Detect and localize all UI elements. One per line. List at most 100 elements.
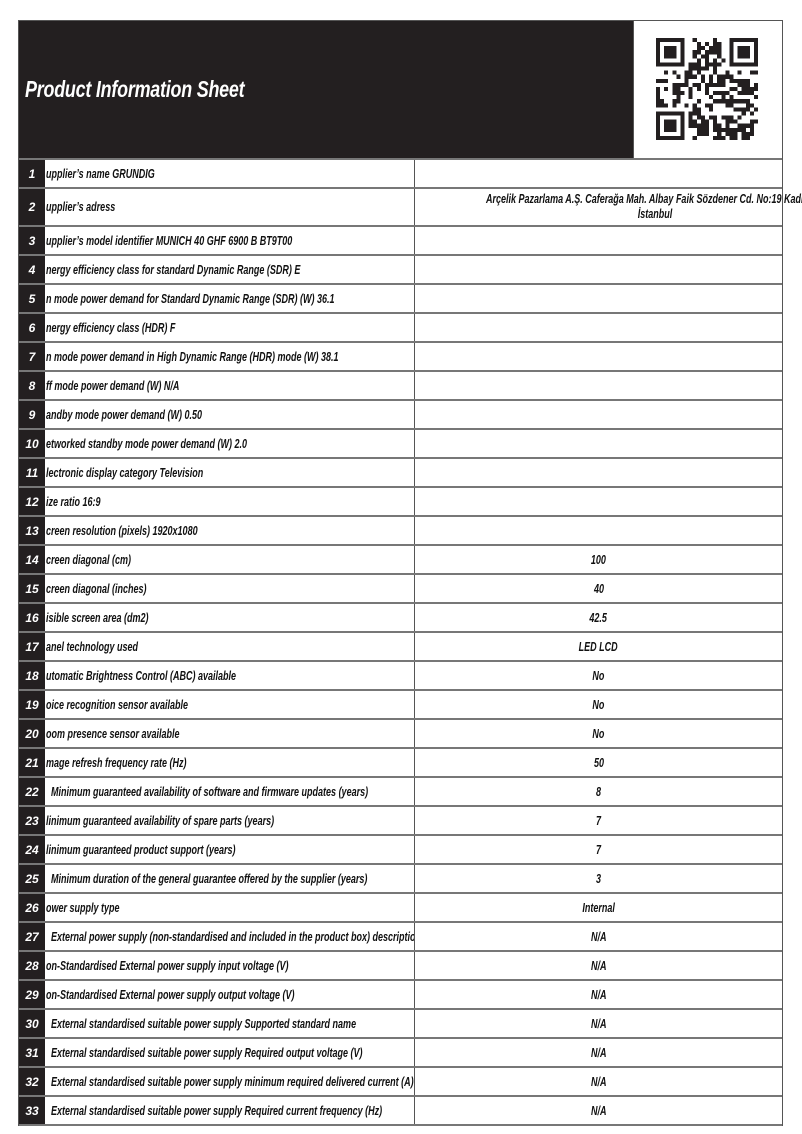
page-title: Product Information Sheet — [25, 76, 245, 102]
qr-code-icon — [656, 38, 758, 140]
row-label: External standardised suitable power sup… — [51, 1074, 414, 1089]
row-value: 42.5 — [589, 610, 608, 625]
table-bottom-border — [19, 1124, 782, 1126]
row-label: oom presence sensor available — [46, 726, 180, 741]
row-label-cell: ize ratio 16:9 — [45, 488, 415, 515]
row-value-cell: N/A — [415, 1039, 782, 1066]
row-label-cell: isible screen area (dm2) — [45, 604, 415, 631]
row-label: creen resolution (pixels) 1920x1080 — [46, 523, 198, 538]
row-label: upplier’s name GRUNDIG — [46, 166, 155, 181]
table-row: 4 nergy efficiency class for standard Dyn… — [19, 254, 782, 283]
row-number: 3 — [19, 227, 45, 254]
table-row: 31 External standardised suitable power s… — [19, 1037, 782, 1066]
row-value: N/A — [590, 958, 607, 973]
row-value-cell — [415, 160, 782, 187]
row-label-cell: lectronic display category Television — [45, 459, 415, 486]
row-number: 12 — [19, 488, 45, 515]
row-value-cell: 40 — [415, 575, 782, 602]
row-value: N/A — [590, 1045, 607, 1060]
row-number: 23 — [19, 807, 45, 834]
row-label: isible screen area (dm2) — [46, 610, 149, 625]
row-value-cell — [415, 256, 782, 283]
table-row: 1 upplier’s name GRUNDIG — [19, 158, 782, 187]
row-label-cell: etworked standby mode power demand (W) 2… — [45, 430, 415, 457]
table-row: 11 lectronic display category Television — [19, 457, 782, 486]
row-value: 7 — [595, 813, 601, 828]
row-value-cell: 7 — [415, 807, 782, 834]
row-number: 10 — [19, 430, 45, 457]
table-row: 28 on-Standardised External power supply … — [19, 950, 782, 979]
row-label-cell: mage refresh frequency rate (Hz) — [45, 749, 415, 776]
table-row: 19 oice recognition sensor available No — [19, 689, 782, 718]
row-value-cell: 3 — [415, 865, 782, 892]
table-row: 23 linimum guaranteed availability of spa… — [19, 805, 782, 834]
row-label: ower supply type — [46, 900, 120, 915]
row-value-cell: 42.5 — [415, 604, 782, 631]
row-number: 20 — [19, 720, 45, 747]
table-row: 22 Minimum guaranteed availability of sof… — [19, 776, 782, 805]
row-value-cell — [415, 401, 782, 428]
row-value: N/A — [590, 1103, 607, 1118]
info-table: 1 upplier’s name GRUNDIG 2 upplier’s adress… — [19, 158, 802, 1124]
row-label: nergy efficiency class (HDR) F — [46, 320, 176, 335]
row-label: n mode power demand for Standard Dynamic… — [46, 291, 335, 306]
row-number: 24 — [19, 836, 45, 863]
sheet-header: Product Information Sheet — [19, 21, 782, 158]
row-label: ff mode power demand (W) N/A — [46, 378, 180, 393]
row-value: LED LCD — [578, 639, 618, 654]
row-label: Minimum duration of the general guarante… — [51, 871, 368, 886]
table-row: 15 creen diagonal (inches) 40 — [19, 573, 782, 602]
row-value-cell: Arçelik Pazarlama A.Ş. Caferağa Mah. Alb… — [415, 189, 802, 225]
row-label-cell: ower supply type — [45, 894, 415, 921]
row-label: creen diagonal (inches) — [46, 581, 147, 596]
row-value: No — [592, 668, 605, 683]
row-number: 4 — [19, 256, 45, 283]
row-number: 5 — [19, 285, 45, 312]
row-number: 22 — [19, 778, 45, 805]
row-label: nergy efficiency class for standard Dyna… — [46, 262, 301, 277]
row-number: 1 — [19, 160, 45, 187]
row-value-cell — [415, 285, 782, 312]
table-row: 32 External standardised suitable power s… — [19, 1066, 782, 1095]
table-row: 26 ower supply type Internal — [19, 892, 782, 921]
table-row: 9 andby mode power demand (W) 0.50 — [19, 399, 782, 428]
row-value-cell: No — [415, 691, 782, 718]
row-value-cell: 100 — [415, 546, 782, 573]
row-value: 100 — [590, 552, 607, 567]
table-row: 2 upplier’s adress Arçelik Pazarlama A.Ş. … — [19, 187, 802, 225]
row-number: 14 — [19, 546, 45, 573]
row-value-cell: 7 — [415, 836, 782, 863]
row-value: Arçelik Pazarlama A.Ş. Caferağa Mah. Alb… — [486, 192, 802, 221]
row-number: 25 — [19, 865, 45, 892]
row-label: n mode power demand in High Dynamic Rang… — [46, 349, 339, 364]
row-value: 8 — [595, 784, 601, 799]
row-number: 33 — [19, 1097, 45, 1124]
row-number: 16 — [19, 604, 45, 631]
table-row: 13 creen resolution (pixels) 1920x1080 — [19, 515, 782, 544]
row-value-cell — [415, 517, 782, 544]
row-value-cell: N/A — [415, 952, 782, 979]
row-number: 9 — [19, 401, 45, 428]
row-number: 28 — [19, 952, 45, 979]
row-label-cell: oice recognition sensor available — [45, 691, 415, 718]
row-label: etworked standby mode power demand (W) 2… — [46, 436, 248, 451]
row-label-cell: creen diagonal (inches) — [45, 575, 415, 602]
row-label: External standardised suitable power sup… — [51, 1045, 363, 1060]
row-label-cell: andby mode power demand (W) 0.50 — [45, 401, 415, 428]
row-label-cell: on-Standardised External power supply in… — [45, 952, 415, 979]
table-row: 6 nergy efficiency class (HDR) F — [19, 312, 782, 341]
row-label: lectronic display category Television — [46, 465, 204, 480]
table-row: 10 etworked standby mode power demand (W)… — [19, 428, 782, 457]
row-value: No — [592, 697, 605, 712]
row-number: 26 — [19, 894, 45, 921]
row-label: linimum guaranteed product support (year… — [46, 842, 236, 857]
row-value-cell: No — [415, 662, 782, 689]
row-value-cell: N/A — [415, 1097, 782, 1124]
row-label-cell: utomatic Brightness Control (ABC) availa… — [45, 662, 415, 689]
row-value-cell: N/A — [415, 1010, 782, 1037]
row-label: on-Standardised External power supply in… — [46, 958, 289, 973]
row-value-cell: Internal — [415, 894, 782, 921]
row-number: 21 — [19, 749, 45, 776]
table-row: 24 linimum guaranteed product support (ye… — [19, 834, 782, 863]
